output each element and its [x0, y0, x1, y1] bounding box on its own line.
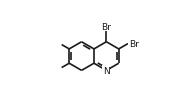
Text: Br: Br [101, 22, 111, 31]
Text: N: N [103, 66, 110, 75]
Text: Br: Br [129, 40, 139, 49]
